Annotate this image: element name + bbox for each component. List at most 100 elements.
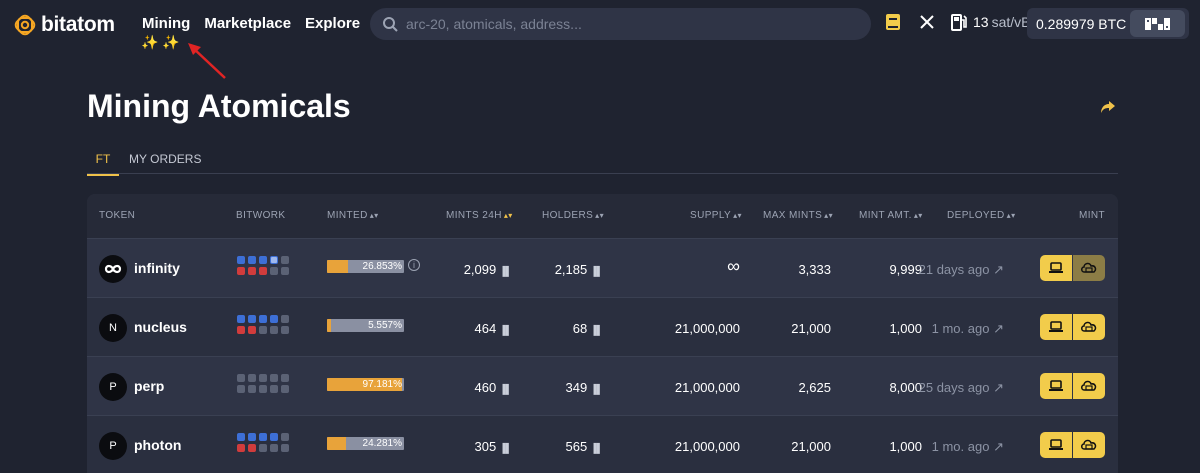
bitwork-cell <box>270 326 278 334</box>
header-holders-label: HOLDERS <box>542 210 594 221</box>
token-name[interactable]: nucleus <box>134 319 187 335</box>
mint-cloud-button[interactable] <box>1073 314 1105 340</box>
deployed-link[interactable]: 21 days ago ↗ <box>904 262 1004 278</box>
bitwork-cell <box>259 385 267 393</box>
sort-icon: ▴▾ <box>369 211 379 220</box>
sort-icon: ▴▾ <box>824 211 834 220</box>
bitatom-logo-icon <box>14 14 36 36</box>
minted-progress-fill <box>327 378 402 391</box>
bitwork-cell <box>259 374 267 382</box>
token-name[interactable]: photon <box>134 437 182 453</box>
share-icon[interactable] <box>1100 100 1116 114</box>
minted-percent: 97.181% <box>362 379 402 390</box>
header-minted-label: MINTED <box>327 210 368 221</box>
header-mint: MINT <box>1079 210 1106 221</box>
main-nav: Mining Marketplace Explore <box>142 15 360 32</box>
search-bar[interactable] <box>370 8 871 40</box>
bitwork-cell <box>248 374 256 382</box>
header-minted[interactable]: MINTED ▴▾ <box>327 210 379 221</box>
bar-chart-icon: ▐▌ <box>590 384 603 394</box>
search-icon <box>383 17 398 32</box>
bitwork-cell <box>270 385 278 393</box>
infinity-icon <box>104 264 122 274</box>
bitwork-grid <box>237 315 291 334</box>
header-max-mints-label: MAX MINTS <box>763 210 823 221</box>
header-mint-amt[interactable]: MINT AMT. ▴▾ <box>859 210 923 221</box>
header-mints24h[interactable]: MINTS 24H ▴▾ <box>446 210 513 221</box>
mints24h-value[interactable]: 2,099 ▐▌ <box>464 262 512 277</box>
bitwork-cell <box>237 374 245 382</box>
mint-cloud-button[interactable] <box>1073 373 1105 399</box>
search-input[interactable] <box>406 16 846 32</box>
mint-local-button[interactable] <box>1040 373 1072 399</box>
x-twitter-icon[interactable] <box>919 14 935 30</box>
book-icon[interactable] <box>885 13 901 31</box>
table-row[interactable]: P photon 24.281% 305 ▐▌ 565 ▐▌ 21,000,000 … <box>87 415 1118 473</box>
sort-active-icon: ▴▾ <box>503 211 513 220</box>
brand-logo[interactable]: bitatom <box>14 13 115 37</box>
mint-cloud-button[interactable] <box>1073 432 1105 458</box>
supply-value: 21,000,000 <box>674 380 740 395</box>
token-name[interactable]: infinity <box>134 260 180 276</box>
holders-value[interactable]: 349 ▐▌ <box>566 380 603 395</box>
bitwork-grid <box>237 433 291 452</box>
bitwork-cell <box>259 267 267 275</box>
mints24h-text: 464 <box>474 321 497 336</box>
tab-ft[interactable]: FT <box>87 152 119 176</box>
nav-explore[interactable]: Explore <box>305 15 361 32</box>
bitwork-cell <box>281 374 289 382</box>
cloud-mint-icon <box>1081 321 1097 332</box>
deployed-link[interactable]: 25 days ago ↗ <box>904 380 1004 396</box>
nav-marketplace[interactable]: Marketplace <box>204 15 292 32</box>
deployed-text: 21 days ago <box>918 262 990 277</box>
bitwork-cell <box>270 374 278 382</box>
mint-amt-value: 9,999 <box>889 262 922 277</box>
supply-value: 21,000,000 <box>674 439 740 454</box>
wallet-balance: 0.289979 BTC <box>1036 15 1127 32</box>
mint-cloud-button[interactable] <box>1073 255 1105 281</box>
header-max-mints[interactable]: MAX MINTS ▴▾ <box>763 210 833 221</box>
tab-my-orders[interactable]: MY ORDERS <box>129 152 202 166</box>
laptop-icon <box>1049 380 1063 391</box>
token-name[interactable]: perp <box>134 378 165 394</box>
mint-local-button[interactable] <box>1040 255 1072 281</box>
header-deployed-label: DEPLOYED <box>947 210 1005 221</box>
deployed-link[interactable]: 1 mo. ago ↗ <box>904 439 1004 455</box>
tokens-table: TOKEN BITWORK MINTED ▴▾ MINTS 24H ▴▾ HOLDE… <box>87 194 1118 473</box>
gas-fee[interactable]: 13 sat/vB <box>951 13 1030 31</box>
holders-value[interactable]: 68 ▐▌ <box>573 321 603 336</box>
header-deployed[interactable]: DEPLOYED ▴▾ <box>947 210 1016 221</box>
bitwork-cell <box>281 444 289 452</box>
token-avatar <box>99 255 127 283</box>
max-mints-value: 3,333 <box>798 262 831 277</box>
wallet-button[interactable]: 0.289979 BTC <box>1027 8 1189 39</box>
token-avatar: N <box>99 314 127 342</box>
bitwork-cell <box>248 256 256 264</box>
mints24h-value[interactable]: 305 ▐▌ <box>475 439 512 454</box>
table-row[interactable]: infinity 26.853% i 2,099 ▐▌ 2,185 ▐▌ ∞ 3,3… <box>87 238 1118 297</box>
laptop-icon <box>1049 262 1063 273</box>
mints24h-value[interactable]: 464 ▐▌ <box>475 321 512 336</box>
table-row[interactable]: P perp 97.181% 460 ▐▌ 349 ▐▌ 21,000,000 2,… <box>87 356 1118 415</box>
nav-mining[interactable]: Mining <box>142 15 191 32</box>
holders-value[interactable]: 2,185 ▐▌ <box>555 262 603 277</box>
bitwork-cell <box>281 433 289 441</box>
wallet-avatar[interactable] <box>1130 10 1185 37</box>
header-supply[interactable]: SUPPLY ▴▾ <box>690 210 742 221</box>
mint-local-button[interactable] <box>1040 314 1072 340</box>
mints24h-value[interactable]: 460 ▐▌ <box>475 380 512 395</box>
minted-progress-fill <box>327 260 348 273</box>
holders-value[interactable]: 565 ▐▌ <box>566 439 603 454</box>
minted-percent: 24.281% <box>362 438 402 449</box>
mint-local-button[interactable] <box>1040 432 1072 458</box>
sparkles-emoji: ✨ ✨ <box>141 34 180 50</box>
minted-percent: 5.557% <box>368 320 402 331</box>
info-icon[interactable]: i <box>408 259 420 271</box>
sort-icon: ▴▾ <box>733 211 742 220</box>
bitwork-cell <box>237 444 245 452</box>
deployed-link[interactable]: 1 mo. ago ↗ <box>904 321 1004 337</box>
bitwork-cell <box>237 326 245 334</box>
table-row[interactable]: N nucleus 5.557% 464 ▐▌ 68 ▐▌ 21,000,000 2… <box>87 297 1118 356</box>
bitwork-cell <box>281 326 289 334</box>
header-holders[interactable]: HOLDERS ▴▾ <box>542 210 604 221</box>
